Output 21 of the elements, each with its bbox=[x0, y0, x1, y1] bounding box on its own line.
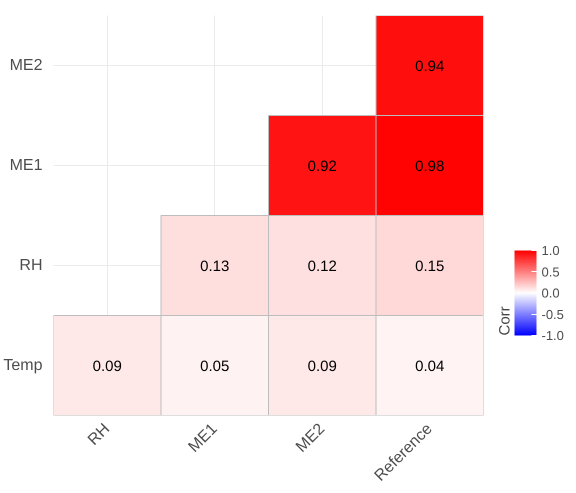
color-bar-label: 0.5 bbox=[542, 264, 560, 280]
color-bar-label: 0.0 bbox=[542, 286, 560, 300]
color-bar-label: -1.0 bbox=[542, 328, 564, 343]
data-label: 0.05 bbox=[200, 358, 230, 375]
y-tick-label: ME2 bbox=[10, 57, 43, 74]
data-label: 0.98 bbox=[415, 158, 444, 175]
color-bar-label: -0.5 bbox=[542, 306, 564, 322]
data-label: 0.15 bbox=[415, 258, 444, 275]
x-tick-label: RH bbox=[84, 420, 114, 449]
data-label: 0.12 bbox=[308, 258, 337, 275]
data-label: 0.13 bbox=[200, 258, 230, 275]
color-bar-label: 1.0 bbox=[542, 243, 560, 258]
data-label: 0.09 bbox=[92, 358, 122, 375]
data-label: 0.04 bbox=[415, 358, 444, 375]
data-label: 0.94 bbox=[415, 58, 444, 75]
data-label: 0.92 bbox=[308, 158, 337, 175]
data-label: 0.09 bbox=[308, 358, 337, 375]
y-tick-label: ME1 bbox=[10, 157, 43, 174]
y-tick-label: Temp bbox=[3, 357, 43, 374]
color-bar-title: Corr bbox=[496, 306, 514, 336]
y-tick-label: RH bbox=[19, 257, 42, 274]
